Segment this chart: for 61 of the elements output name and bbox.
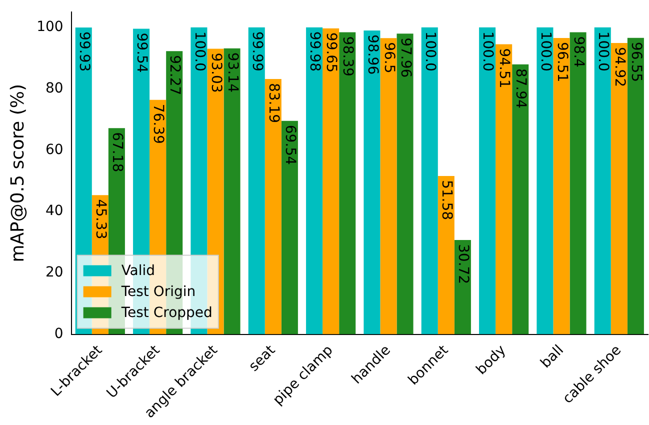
data-label: 98.39 <box>340 36 356 76</box>
data-label: 100.0 <box>422 31 438 72</box>
bar <box>438 176 454 334</box>
bar <box>496 44 512 334</box>
y-tick-label: 60 <box>45 142 64 158</box>
data-label: 92.27 <box>166 55 183 96</box>
legend-label: Test Origin <box>120 284 196 300</box>
data-label: 76.39 <box>150 104 166 144</box>
y-tick-label: 80 <box>45 80 64 96</box>
data-label: 45.33 <box>92 199 109 240</box>
data-label: 100.0 <box>594 31 611 72</box>
y-axis-title: mAP@0.5 score (%) <box>7 84 28 262</box>
data-label: 96.55 <box>628 42 644 82</box>
data-label: 99.99 <box>248 31 265 72</box>
y-tick-label: 0 <box>54 326 64 342</box>
data-label: 99.98 <box>306 31 323 72</box>
data-label: 100.0 <box>191 31 208 72</box>
data-label: 93.03 <box>208 52 224 93</box>
data-label: 100.0 <box>537 31 554 72</box>
bar <box>264 78 282 334</box>
bar <box>610 42 628 334</box>
bar <box>479 27 496 334</box>
y-tick-label: 20 <box>45 264 64 281</box>
data-label: 69.54 <box>282 124 298 166</box>
bar <box>248 27 265 334</box>
data-label: 98.96 <box>364 34 380 75</box>
data-label: 51.58 <box>438 180 455 220</box>
bar <box>339 32 356 334</box>
bar <box>594 27 611 334</box>
bar <box>306 27 323 334</box>
data-label: 96.5 <box>380 42 397 74</box>
data-label: 67.18 <box>109 132 126 172</box>
data-label: 93.14 <box>224 52 240 93</box>
bar <box>281 120 298 334</box>
bar <box>553 38 570 334</box>
y-tick-label: 100 <box>36 18 64 35</box>
bar <box>396 34 414 334</box>
bar <box>536 27 554 334</box>
data-label: 96.51 <box>554 42 570 82</box>
data-label: 83.19 <box>266 82 282 124</box>
data-label: 99.54 <box>134 32 150 73</box>
bar <box>322 28 340 334</box>
bar <box>380 38 397 334</box>
data-label: 87.94 <box>512 68 529 109</box>
legend-label: Valid <box>121 262 156 279</box>
y-tick-label: 40 <box>45 203 64 220</box>
bar <box>512 64 529 334</box>
bar <box>364 30 380 334</box>
bar <box>421 27 438 334</box>
data-label: 99.65 <box>323 32 340 73</box>
bar <box>570 32 586 334</box>
bar <box>627 38 644 334</box>
data-label: 98.4 <box>570 36 586 68</box>
data-label: 97.96 <box>397 38 414 78</box>
legend-label: Test Cropped <box>120 304 212 321</box>
data-label: 94.51 <box>496 48 512 88</box>
data-label: 99.93 <box>76 32 92 72</box>
data-label: 30.72 <box>455 244 472 284</box>
data-label: 100.0 <box>480 31 496 72</box>
bar <box>224 48 240 334</box>
data-label: 94.92 <box>612 46 628 88</box>
